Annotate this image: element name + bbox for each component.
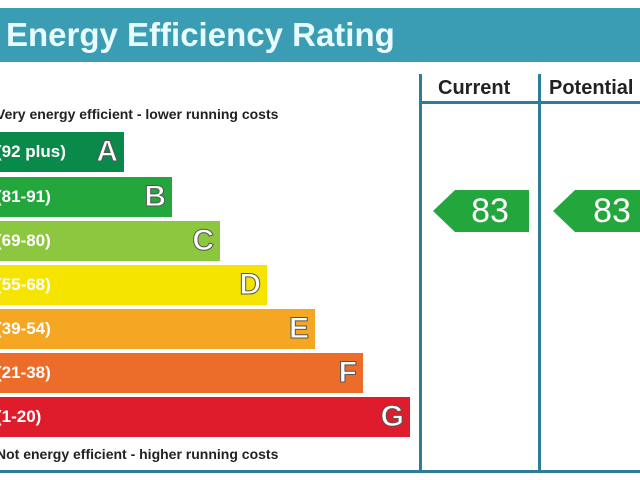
band-a: (92 plus) A [0, 132, 124, 172]
band-letter: B [144, 180, 167, 214]
band-g: (1-20) G [0, 397, 410, 437]
current-rating-arrow: 83 [433, 190, 529, 232]
band-range: (21-38) [0, 363, 51, 382]
band-range: (39-54) [0, 319, 51, 338]
band-letter: F [338, 356, 357, 390]
band-range: (1-20) [0, 407, 42, 426]
band-letter: G [380, 400, 404, 434]
band-f: (21-38) F [0, 353, 363, 393]
band-d: (55-68) D [0, 265, 267, 305]
band-b: (81-91) B [0, 177, 172, 217]
top-note: Very energy efficient - lower running co… [0, 106, 279, 122]
band-letter: D [239, 268, 262, 302]
potential-header: Potential [549, 77, 634, 99]
chart-title: Energy Efficiency Rating [0, 8, 640, 62]
band-e: (39-54) E [0, 309, 315, 349]
band-range: (55-68) [0, 275, 51, 294]
divider [0, 470, 640, 473]
band-range: (92 plus) [0, 142, 66, 161]
band-letter: A [96, 135, 119, 169]
band-range: (69-80) [0, 231, 51, 250]
divider [419, 74, 422, 472]
current-header: Current [438, 77, 511, 99]
potential-rating-arrow: 83 [553, 190, 640, 232]
divider [419, 101, 640, 104]
band-range: (81-91) [0, 187, 51, 206]
band-c: (69-80) C [0, 221, 220, 261]
bottom-note: Not energy efficient - higher running co… [0, 446, 279, 462]
band-letter: E [288, 312, 309, 346]
band-letter: C [192, 224, 215, 258]
divider [538, 74, 541, 472]
